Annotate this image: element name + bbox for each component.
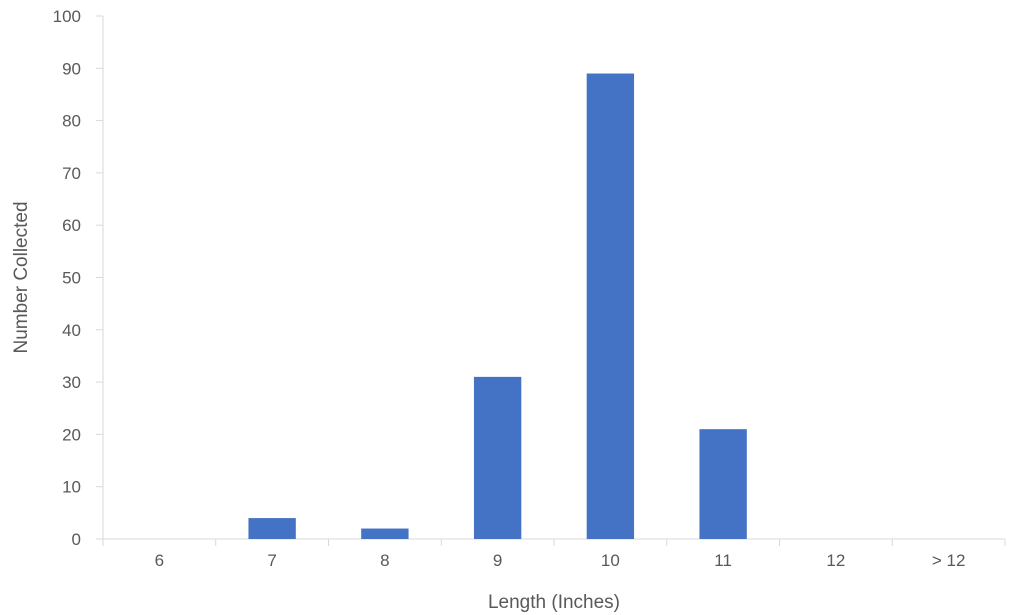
y-tick-label: 40 bbox=[62, 321, 81, 340]
x-tick-label: > 12 bbox=[932, 551, 966, 570]
x-axis-ticks bbox=[102, 539, 1006, 546]
x-tick-label: 8 bbox=[380, 551, 389, 570]
y-tick-label: 10 bbox=[62, 478, 81, 497]
y-tick-label: 70 bbox=[62, 164, 81, 183]
y-tick-label: 50 bbox=[62, 269, 81, 288]
y-axis-ticks bbox=[96, 15, 103, 540]
y-tick-label: 20 bbox=[62, 425, 81, 444]
bar bbox=[586, 73, 635, 539]
y-tick-label: 100 bbox=[53, 7, 81, 26]
y-tick-label: 80 bbox=[62, 112, 81, 131]
x-tick-label: 9 bbox=[493, 551, 502, 570]
bar bbox=[248, 518, 296, 539]
x-tick-label: 7 bbox=[267, 551, 276, 570]
y-axis-title: Number Collected bbox=[11, 201, 32, 353]
x-tick-label: 10 bbox=[601, 551, 620, 570]
y-tick-label: 90 bbox=[62, 59, 81, 78]
x-axis: 6 7 8 9 10 11 12 > 12 bbox=[102, 538, 1006, 570]
bar-series bbox=[248, 73, 747, 539]
x-axis-tick-labels: 6 7 8 9 10 11 12 > 12 bbox=[155, 551, 966, 570]
y-axis: 0 10 20 30 40 50 60 70 80 90 100 bbox=[53, 7, 104, 549]
bar bbox=[473, 376, 522, 539]
y-axis-tick-labels: 0 10 20 30 40 50 60 70 80 90 100 bbox=[53, 7, 81, 549]
x-tick-label: 11 bbox=[714, 551, 732, 570]
x-axis-title: Length (Inches) bbox=[488, 592, 620, 613]
y-tick-label: 60 bbox=[62, 216, 81, 235]
x-tick-label: 12 bbox=[826, 551, 845, 570]
x-tick-label: 6 bbox=[155, 551, 164, 570]
y-tick-label: 0 bbox=[72, 530, 81, 549]
bar bbox=[699, 429, 747, 539]
bar bbox=[361, 528, 409, 539]
y-tick-label: 30 bbox=[62, 373, 81, 392]
